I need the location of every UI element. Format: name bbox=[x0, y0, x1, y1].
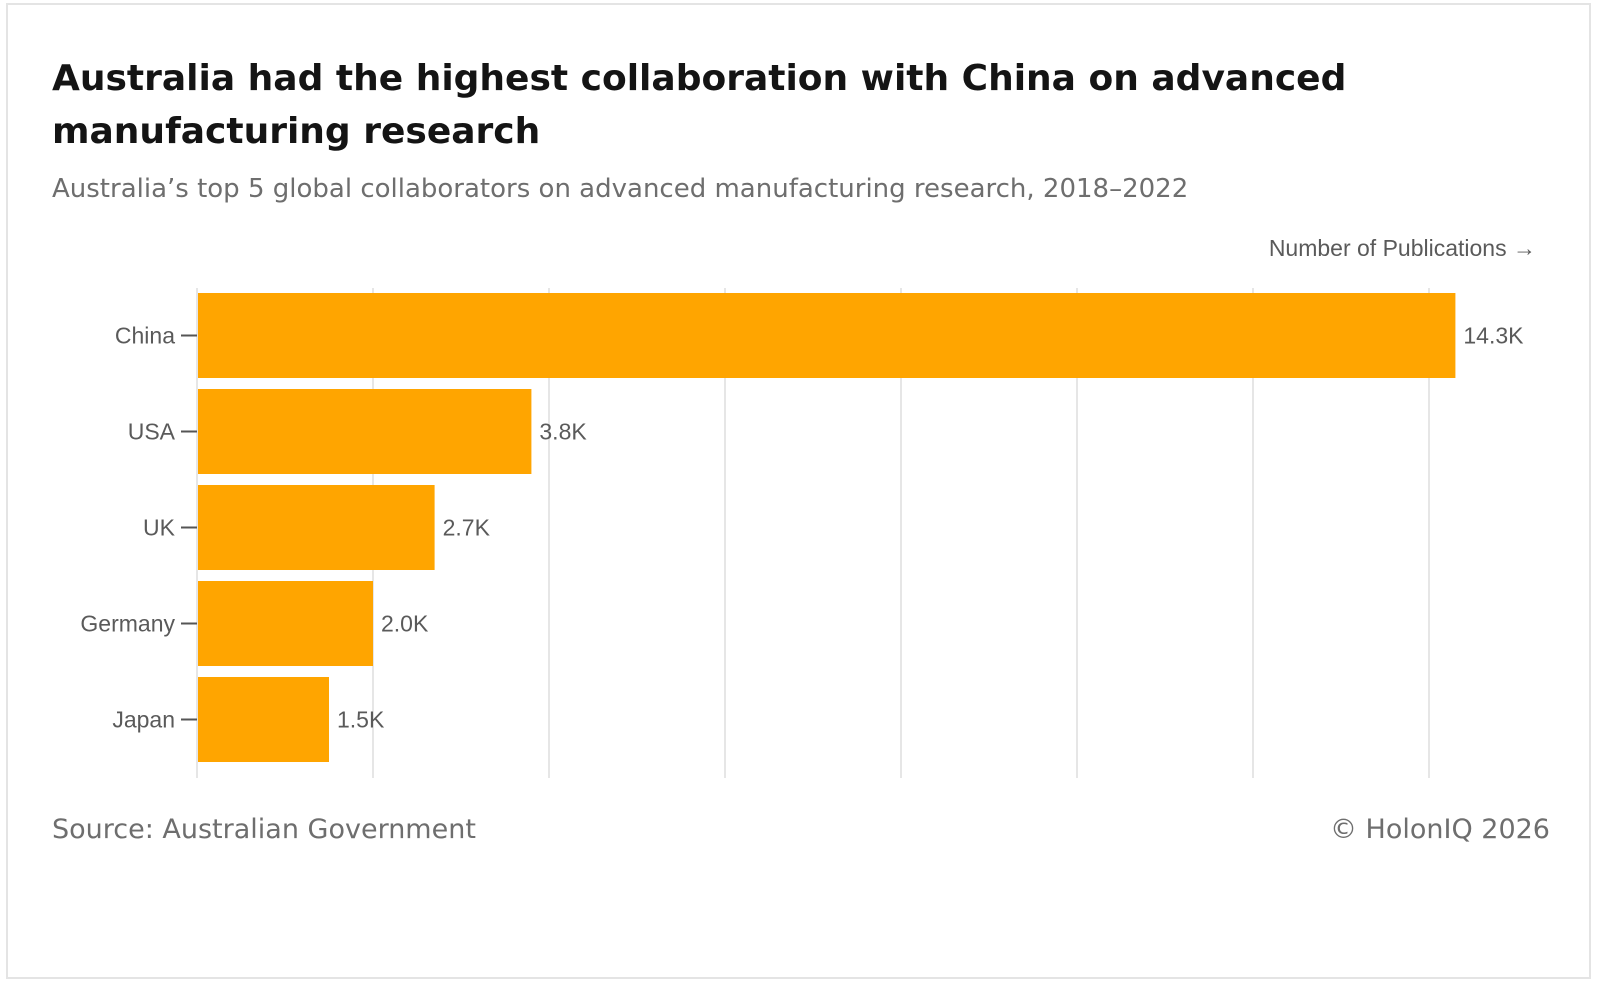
y-tick-label-germany: Germany bbox=[80, 611, 175, 637]
bar-japan bbox=[197, 677, 329, 762]
bar-china bbox=[197, 293, 1456, 378]
x-axis-title: Number of Publications → bbox=[1269, 235, 1536, 261]
data-label-japan: 1.5K bbox=[337, 707, 385, 733]
y-tick-label-japan: Japan bbox=[112, 707, 175, 733]
bar-usa bbox=[197, 389, 532, 474]
source-note: Source: Australian Government bbox=[52, 814, 476, 845]
data-label-usa: 3.8K bbox=[539, 419, 587, 445]
y-axis: China USA UK Germany Japan bbox=[80, 288, 198, 778]
y-tick-label-china: China bbox=[115, 323, 175, 349]
chart-title: Australia had the highest collaboration … bbox=[52, 58, 1347, 152]
data-label-uk: 2.7K bbox=[443, 515, 491, 541]
bars bbox=[197, 293, 1456, 762]
y-tick-label-uk: UK bbox=[143, 515, 176, 541]
data-labels: 14.3K 3.8K 2.7K 2.0K 1.5K bbox=[337, 323, 1524, 733]
data-label-germany: 2.0K bbox=[381, 611, 429, 637]
bar-germany bbox=[197, 581, 373, 666]
data-label-china: 14.3K bbox=[1463, 323, 1524, 349]
y-tick-label-usa: USA bbox=[128, 419, 176, 445]
bar-uk bbox=[197, 485, 435, 570]
copyright-note: © HolonIQ 2026 bbox=[1329, 814, 1550, 845]
chart-subtitle: Australia’s top 5 global collaborators o… bbox=[52, 174, 1189, 204]
